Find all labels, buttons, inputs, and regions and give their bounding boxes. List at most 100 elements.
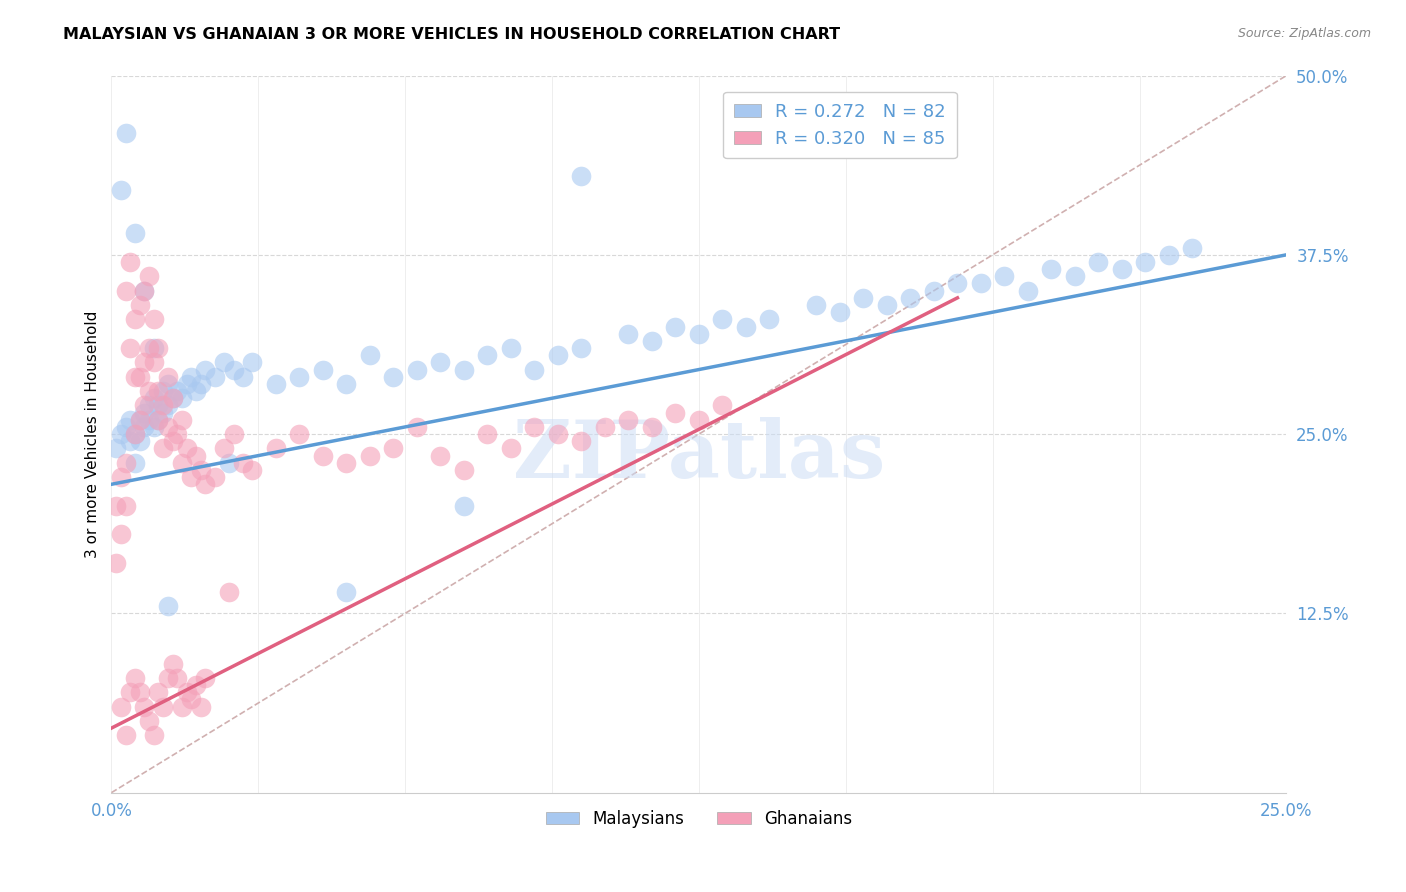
Point [114, 126, 136, 140]
Legend: Malaysians, Ghanaians: Malaysians, Ghanaians [538, 803, 859, 835]
Point [406, 420, 429, 434]
Point [166, 427, 188, 442]
Point [335, 456, 357, 470]
Point [312, 362, 335, 376]
Point [120, 341, 142, 355]
Point [128, 413, 150, 427]
Point [184, 384, 207, 398]
Point [156, 671, 179, 685]
Point [110, 183, 132, 197]
Point [359, 449, 381, 463]
Point [242, 463, 264, 477]
Point [138, 341, 160, 355]
Point [128, 685, 150, 699]
Point [499, 442, 522, 456]
Point [110, 427, 132, 442]
Text: Source: ZipAtlas.com: Source: ZipAtlas.com [1237, 27, 1371, 40]
Point [166, 671, 188, 685]
Point [120, 685, 142, 699]
Point [162, 657, 184, 671]
Point [148, 398, 170, 412]
Point [288, 369, 311, 384]
Point [134, 406, 156, 420]
Point [184, 678, 207, 692]
Point [180, 692, 202, 706]
Point [547, 427, 569, 442]
Point [180, 369, 202, 384]
Point [218, 585, 240, 599]
Point [242, 355, 264, 369]
Point [170, 413, 193, 427]
Point [148, 413, 170, 427]
Point [148, 413, 170, 427]
Point [1135, 255, 1157, 269]
Point [876, 298, 898, 312]
Point [194, 362, 217, 376]
Point [993, 269, 1015, 284]
Point [134, 355, 156, 369]
Point [711, 398, 734, 412]
Point [900, 291, 922, 305]
Point [176, 685, 198, 699]
Point [406, 362, 429, 376]
Point [128, 434, 150, 449]
Point [114, 728, 136, 742]
Point [134, 398, 156, 412]
Point [593, 420, 616, 434]
Point [453, 463, 475, 477]
Point [166, 384, 188, 398]
Point [222, 427, 245, 442]
Point [138, 413, 160, 427]
Point [232, 456, 254, 470]
Point [128, 369, 150, 384]
Point [152, 699, 174, 714]
Point [156, 376, 179, 391]
Point [429, 449, 451, 463]
Point [148, 685, 170, 699]
Point [970, 277, 993, 291]
Point [152, 398, 174, 412]
Point [142, 341, 165, 355]
Point [152, 406, 174, 420]
Point [138, 714, 160, 728]
Point [124, 227, 146, 241]
Point [382, 369, 405, 384]
Point [190, 463, 212, 477]
Point [806, 298, 828, 312]
Point [142, 728, 165, 742]
Point [124, 456, 146, 470]
Point [156, 398, 179, 412]
Point [134, 284, 156, 298]
Point [124, 369, 146, 384]
Point [218, 456, 240, 470]
Point [124, 671, 146, 685]
Point [142, 420, 165, 434]
Point [264, 376, 287, 391]
Text: MALAYSIAN VS GHANAIAN 3 OR MORE VEHICLES IN HOUSEHOLD CORRELATION CHART: MALAYSIAN VS GHANAIAN 3 OR MORE VEHICLES… [63, 27, 841, 42]
Point [617, 413, 640, 427]
Point [170, 456, 193, 470]
Point [852, 291, 875, 305]
Point [162, 391, 184, 405]
Point [1040, 262, 1063, 277]
Point [1157, 248, 1180, 262]
Point [142, 391, 165, 405]
Point [1087, 255, 1109, 269]
Point [359, 348, 381, 362]
Point [429, 355, 451, 369]
Point [453, 499, 475, 513]
Point [477, 348, 499, 362]
Point [156, 369, 179, 384]
Point [170, 699, 193, 714]
Point [204, 369, 226, 384]
Point [190, 376, 212, 391]
Point [105, 556, 128, 570]
Point [124, 312, 146, 326]
Point [110, 470, 132, 484]
Point [335, 376, 357, 391]
Point [120, 255, 142, 269]
Point [194, 671, 217, 685]
Point [148, 341, 170, 355]
Point [264, 442, 287, 456]
Point [152, 384, 174, 398]
